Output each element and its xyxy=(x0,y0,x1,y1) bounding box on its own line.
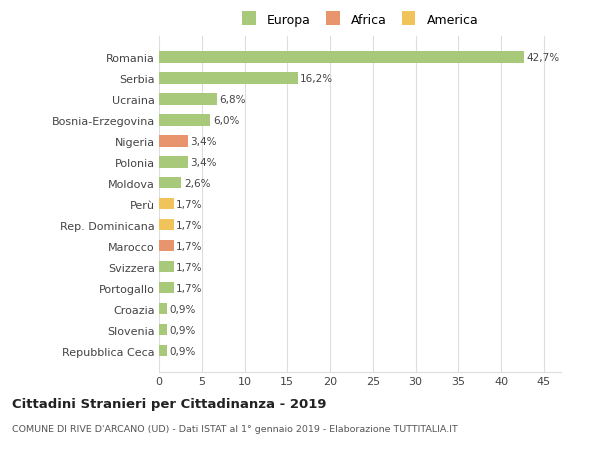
Legend: Europa, Africa, America: Europa, Africa, America xyxy=(242,13,478,27)
Bar xyxy=(159,73,298,84)
Bar xyxy=(159,178,181,189)
Text: 1,7%: 1,7% xyxy=(176,283,203,293)
Bar xyxy=(159,157,188,168)
Bar xyxy=(159,219,173,231)
Text: 1,7%: 1,7% xyxy=(176,199,203,209)
Bar xyxy=(159,241,173,252)
Text: 6,0%: 6,0% xyxy=(213,116,239,125)
Text: 1,7%: 1,7% xyxy=(176,262,203,272)
Text: 1,7%: 1,7% xyxy=(176,241,203,251)
Bar xyxy=(159,261,173,273)
Text: 0,9%: 0,9% xyxy=(169,325,196,335)
Text: 16,2%: 16,2% xyxy=(300,73,333,84)
Bar xyxy=(159,115,211,126)
Bar xyxy=(159,198,173,210)
Bar xyxy=(159,345,167,357)
Bar xyxy=(159,52,524,63)
Bar xyxy=(159,324,167,336)
Text: 3,4%: 3,4% xyxy=(191,157,217,168)
Bar xyxy=(159,282,173,294)
Text: 0,9%: 0,9% xyxy=(169,304,196,314)
Text: COMUNE DI RIVE D'ARCANO (UD) - Dati ISTAT al 1° gennaio 2019 - Elaborazione TUTT: COMUNE DI RIVE D'ARCANO (UD) - Dati ISTA… xyxy=(12,425,458,434)
Bar xyxy=(159,136,188,147)
Text: Cittadini Stranieri per Cittadinanza - 2019: Cittadini Stranieri per Cittadinanza - 2… xyxy=(12,397,326,410)
Text: 42,7%: 42,7% xyxy=(527,53,560,63)
Text: 1,7%: 1,7% xyxy=(176,220,203,230)
Text: 0,9%: 0,9% xyxy=(169,346,196,356)
Bar xyxy=(159,303,167,315)
Text: 6,8%: 6,8% xyxy=(220,95,246,105)
Text: 2,6%: 2,6% xyxy=(184,179,211,188)
Text: 3,4%: 3,4% xyxy=(191,136,217,146)
Bar xyxy=(159,94,217,105)
